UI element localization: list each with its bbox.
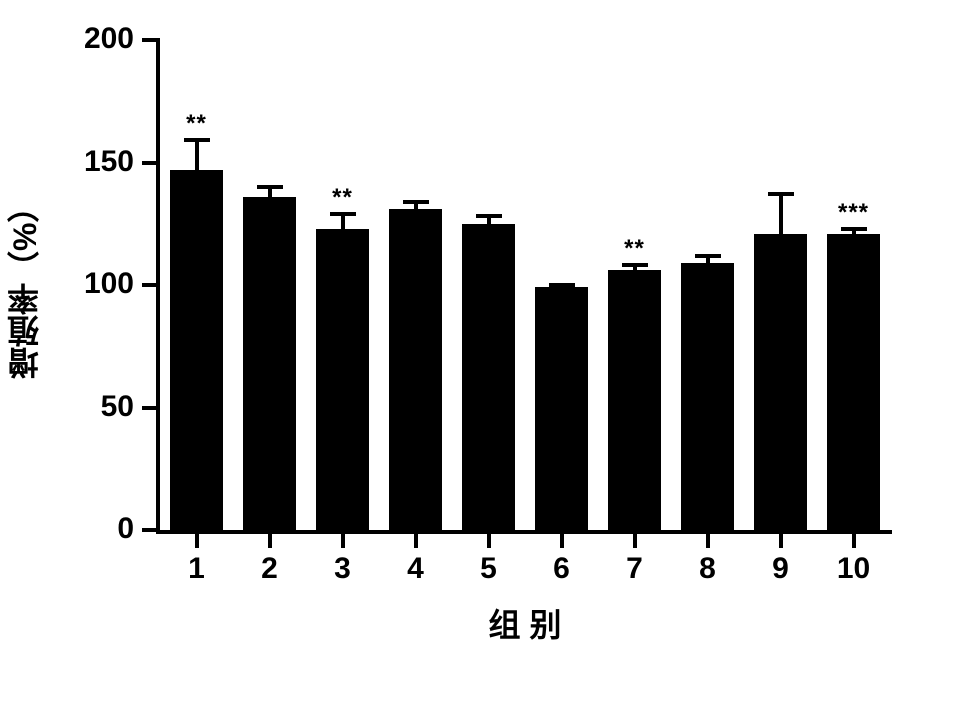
bar bbox=[535, 287, 588, 530]
error-bar-cap bbox=[622, 263, 648, 267]
x-tick-label: 6 bbox=[532, 552, 592, 586]
x-tick bbox=[341, 534, 345, 548]
x-tick bbox=[414, 534, 418, 548]
x-tick bbox=[779, 534, 783, 548]
significance-marker: ** bbox=[303, 184, 383, 212]
y-tick-label: 200 bbox=[0, 22, 134, 56]
error-bar-cap bbox=[330, 212, 356, 216]
error-bar-cap bbox=[841, 227, 867, 231]
x-tick-label: 5 bbox=[459, 552, 519, 586]
bar bbox=[754, 234, 807, 530]
y-tick bbox=[142, 161, 156, 165]
x-tick bbox=[633, 534, 637, 548]
x-tick bbox=[195, 534, 199, 548]
significance-marker: *** bbox=[814, 199, 894, 227]
x-tick bbox=[706, 534, 710, 548]
x-tick-label: 10 bbox=[824, 552, 884, 586]
y-tick-label: 150 bbox=[0, 145, 134, 179]
error-bar-cap bbox=[184, 138, 210, 142]
y-tick bbox=[142, 283, 156, 287]
x-tick-label: 2 bbox=[240, 552, 300, 586]
bar bbox=[389, 209, 442, 530]
bar bbox=[170, 170, 223, 530]
x-tick-label: 9 bbox=[751, 552, 811, 586]
y-tick-label: 50 bbox=[0, 390, 134, 424]
error-bar-stem bbox=[195, 140, 199, 169]
y-tick bbox=[142, 406, 156, 410]
x-tick-label: 7 bbox=[605, 552, 665, 586]
error-bar-cap bbox=[257, 185, 283, 189]
bar bbox=[681, 263, 734, 530]
bar bbox=[243, 197, 296, 530]
error-bar-cap bbox=[476, 214, 502, 218]
error-bar-cap bbox=[768, 192, 794, 196]
error-bar-stem bbox=[779, 194, 783, 233]
x-axis-title: 组 别 bbox=[160, 600, 890, 646]
x-tick-label: 4 bbox=[386, 552, 446, 586]
x-tick bbox=[487, 534, 491, 548]
y-tick-label: 0 bbox=[0, 512, 134, 546]
y-tick bbox=[142, 38, 156, 42]
bar bbox=[462, 224, 515, 530]
x-tick bbox=[268, 534, 272, 548]
y-tick-label: 100 bbox=[0, 267, 134, 301]
error-bar-stem bbox=[341, 214, 345, 229]
x-tick-label: 8 bbox=[678, 552, 738, 586]
error-bar-cap bbox=[695, 254, 721, 258]
significance-marker: ** bbox=[157, 110, 237, 138]
bar bbox=[316, 229, 369, 530]
x-tick-label: 3 bbox=[313, 552, 373, 586]
error-bar-cap bbox=[549, 283, 575, 287]
y-tick bbox=[142, 528, 156, 532]
error-bar-cap bbox=[403, 200, 429, 204]
x-tick bbox=[560, 534, 564, 548]
bar bbox=[608, 270, 661, 530]
bar-chart: 增殖率（%） 组 别 050100150200**12**3456**789**… bbox=[0, 0, 962, 706]
x-tick bbox=[852, 534, 856, 548]
x-tick-label: 1 bbox=[167, 552, 227, 586]
bar bbox=[827, 234, 880, 530]
significance-marker: ** bbox=[595, 235, 675, 263]
